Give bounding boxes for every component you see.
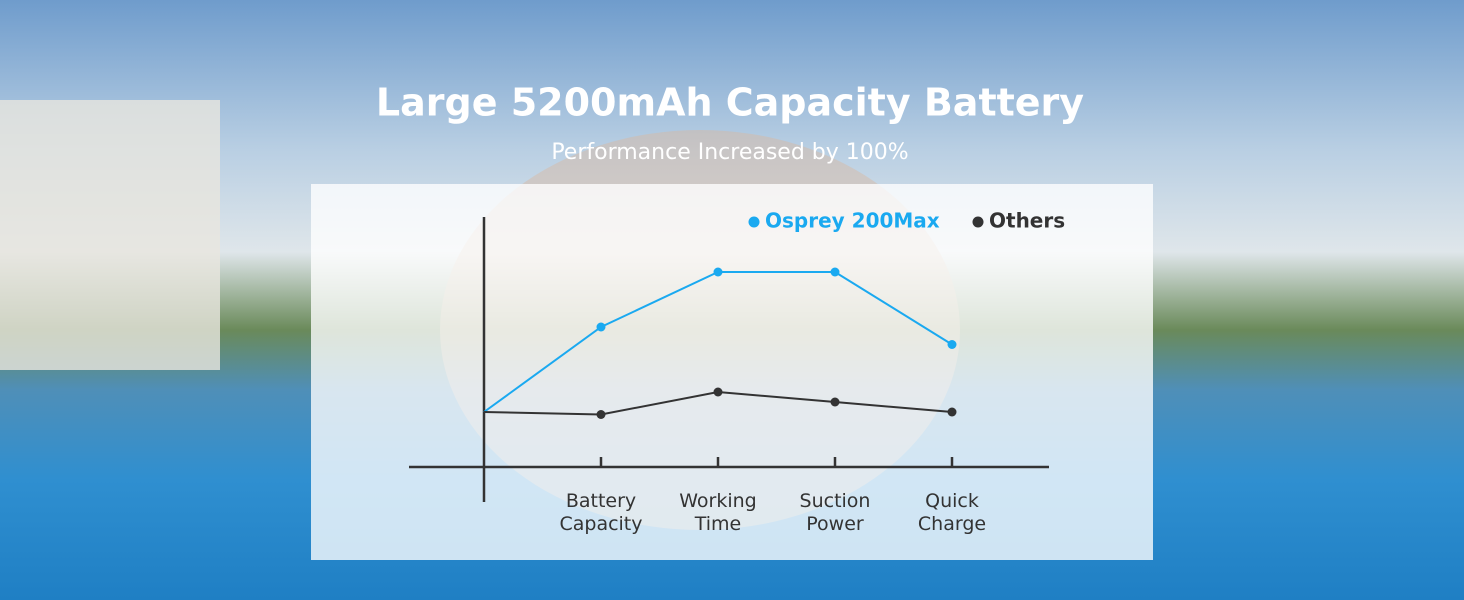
data-point	[947, 340, 957, 349]
x-tick-label: Working Time	[679, 490, 757, 535]
data-point	[830, 267, 840, 277]
x-tick-label: Suction Power	[799, 490, 871, 535]
legend-label: Osprey 200Max	[765, 209, 940, 233]
data-point	[713, 387, 723, 397]
data-point	[596, 322, 606, 332]
chart-subtitle: Performance Increased by 100%	[551, 140, 908, 165]
chart-panel	[311, 184, 1153, 560]
legend-marker	[748, 216, 760, 228]
legend-marker	[972, 216, 984, 228]
data-point	[947, 407, 957, 417]
x-tick-label: Quick Charge	[917, 490, 987, 535]
legend-label: Others	[989, 209, 1065, 233]
x-tick-label: Battery Capacity	[559, 490, 643, 535]
data-point	[830, 397, 840, 407]
data-point	[713, 267, 723, 277]
data-point	[596, 410, 606, 419]
photo-house	[0, 100, 220, 370]
chart-title: Large 5200mAh Capacity Battery	[376, 81, 1084, 125]
